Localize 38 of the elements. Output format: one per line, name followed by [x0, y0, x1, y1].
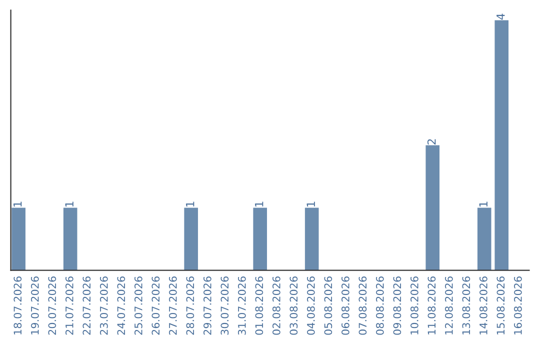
x-tick-label: 23.07.2026	[100, 276, 108, 335]
x-tick-label: 22.07.2026	[82, 276, 91, 335]
x-tick-label: 15.08.2026	[496, 276, 505, 334]
x-tick-label: 20.07.2026	[48, 276, 56, 335]
x-tick-label: 28.07.2026	[186, 276, 194, 335]
x-tick-label: 24.07.2026	[117, 276, 126, 335]
data-label: 2	[427, 139, 436, 144]
data-label: 1	[479, 202, 488, 207]
x-tick-label: 10.08.2026	[410, 276, 418, 334]
x-tick-label: 14.08.2026	[479, 276, 488, 334]
x-tick-label: 26.07.2026	[152, 276, 160, 335]
x-tick-label: 07.08.2026	[358, 276, 367, 335]
x-tick-label: 30.07.2026	[220, 276, 229, 335]
data-label: 1	[306, 202, 315, 207]
x-tick-label: 21.07.2026	[65, 276, 74, 335]
x-tick-label: 05.08.2026	[324, 276, 332, 335]
data-label: 4	[496, 14, 505, 20]
x-tick-label: 09.08.2026	[393, 276, 402, 335]
x-tick-label: 12.08.2026	[444, 276, 453, 334]
x-tick-label: 04.08.2026	[306, 276, 315, 335]
x-tick-label: 27.07.2026	[168, 276, 177, 335]
x-tick-label: 16.08.2026	[514, 276, 522, 334]
x-tick-label: 25.07.2026	[134, 276, 142, 335]
x-tick-label: 29.07.2026	[203, 276, 212, 335]
x-tick-label: 02.08.2026	[272, 276, 280, 335]
data-label: 1	[186, 202, 194, 207]
x-tick-label: 11.08.2026	[428, 276, 436, 334]
x-tick-label: 31.07.2026	[238, 276, 246, 335]
x-tick-label: 03.08.2026	[290, 276, 298, 335]
x-tick-label: 01.08.2026	[255, 276, 264, 335]
data-label: 1	[14, 202, 22, 207]
x-tick-label: 06.08.2026	[341, 276, 350, 335]
x-tick-label: 08.08.2026	[376, 276, 384, 335]
x-tick-label: 18.07.2026	[14, 276, 22, 334]
x-tick-label: 19.07.2026	[30, 276, 39, 334]
data-label: 1	[255, 202, 264, 207]
data-label: 1	[65, 202, 74, 207]
x-tick-label: 13.08.2026	[462, 276, 470, 334]
